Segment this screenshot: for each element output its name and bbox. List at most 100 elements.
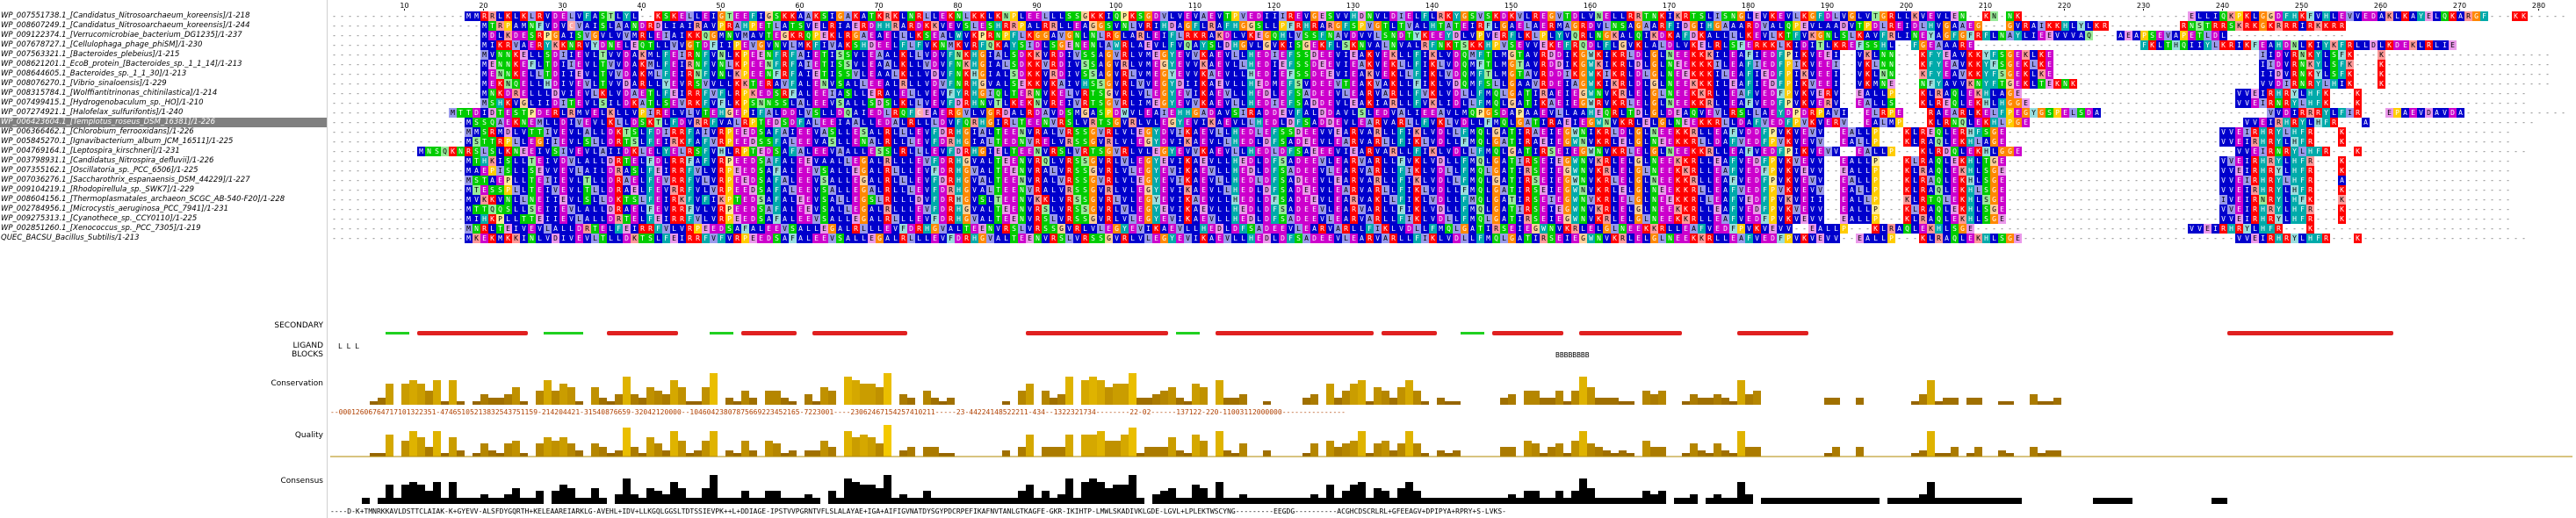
residue[interactable]: Y <box>2298 118 2306 127</box>
residue[interactable]: - <box>2190 90 2194 97</box>
residue[interactable]: V <box>1042 89 1050 98</box>
residue[interactable]: - <box>2363 90 2368 97</box>
residue[interactable]: D <box>1263 166 1271 176</box>
residue[interactable]: D <box>1437 166 1445 176</box>
residue[interactable]: - <box>2182 109 2186 117</box>
residue[interactable]: R <box>2283 89 2291 98</box>
residue[interactable]: V <box>1168 176 1176 185</box>
residue[interactable]: - <box>387 109 392 117</box>
residue[interactable]: K <box>1026 50 1034 60</box>
residue[interactable]: K <box>2038 60 2046 69</box>
residue[interactable]: D <box>1247 166 1255 176</box>
residue[interactable]: - <box>372 138 376 146</box>
residue[interactable]: D <box>1437 137 1445 147</box>
residue[interactable]: R <box>1935 89 1943 98</box>
residue[interactable]: I <box>1563 147 1571 156</box>
residue[interactable]: V <box>710 156 718 166</box>
residue[interactable]: K <box>1966 79 1974 89</box>
residue[interactable]: E <box>1682 89 1690 98</box>
residue[interactable]: K <box>1611 147 1619 156</box>
residue[interactable]: F <box>789 79 797 89</box>
residue[interactable]: T <box>1453 40 1461 50</box>
residue[interactable]: V <box>559 21 567 31</box>
residue[interactable]: N <box>496 69 504 79</box>
residue[interactable]: - <box>364 70 368 78</box>
residue[interactable]: L <box>591 127 599 137</box>
residue[interactable]: K <box>2235 21 2243 31</box>
residue[interactable]: E <box>757 69 765 79</box>
residue[interactable]: I <box>1287 40 1295 50</box>
residue[interactable]: - <box>2055 41 2060 49</box>
residue[interactable]: - <box>2190 157 2194 165</box>
residue[interactable]: - <box>2111 22 2115 30</box>
residue[interactable]: - <box>2190 119 2194 126</box>
residue[interactable]: - <box>443 128 447 136</box>
residue[interactable]: R <box>1374 166 1382 176</box>
residue[interactable]: R <box>1326 21 1334 31</box>
residue[interactable]: - <box>2134 109 2139 117</box>
residue[interactable]: - <box>1921 119 1925 126</box>
residue[interactable]: V <box>1223 89 1231 98</box>
residue[interactable]: L <box>1468 98 1476 108</box>
residue[interactable]: F <box>1729 176 1737 185</box>
residue[interactable]: F <box>1816 11 1824 21</box>
residue[interactable]: - <box>2474 99 2479 107</box>
residue[interactable]: - <box>2063 128 2067 136</box>
residue[interactable]: S <box>639 118 646 127</box>
residue[interactable]: S <box>504 156 512 166</box>
residue[interactable]: E <box>536 166 544 176</box>
residue[interactable]: K <box>639 50 646 60</box>
residue[interactable]: H <box>955 176 963 185</box>
residue[interactable]: T <box>1516 69 1524 79</box>
residue[interactable]: E <box>1674 69 1682 79</box>
residue[interactable]: - <box>1881 167 1886 175</box>
residue[interactable]: T <box>544 60 552 69</box>
residue[interactable]: K <box>2322 98 2330 108</box>
residue[interactable]: A <box>1208 147 1216 156</box>
residue[interactable]: - <box>474 51 479 59</box>
residue[interactable]: E <box>812 21 820 31</box>
residue[interactable]: - <box>2300 32 2305 40</box>
residue[interactable]: V <box>1445 50 1453 60</box>
residue[interactable]: E <box>1302 166 1310 176</box>
residue[interactable]: K <box>1864 69 1872 79</box>
residue[interactable]: - <box>348 119 352 126</box>
residue[interactable]: R <box>2291 21 2298 31</box>
residue[interactable]: G <box>1144 166 1152 176</box>
residue[interactable]: - <box>2229 119 2233 126</box>
residue[interactable]: R <box>2267 127 2275 137</box>
residue[interactable]: - <box>1913 51 1917 59</box>
residue[interactable]: V <box>1208 137 1216 147</box>
residue[interactable]: - <box>356 80 360 88</box>
residue[interactable]: L <box>1326 166 1334 176</box>
residue[interactable]: E <box>1318 89 1326 98</box>
residue[interactable]: L <box>520 176 528 185</box>
residue[interactable]: V <box>544 21 552 31</box>
residue[interactable]: E <box>575 147 583 156</box>
residue[interactable]: G <box>1998 147 2006 156</box>
residue[interactable]: K <box>1927 118 1935 127</box>
residue[interactable]: G <box>963 156 971 166</box>
residue[interactable]: - <box>2039 138 2044 146</box>
residue[interactable]: - <box>2079 167 2083 175</box>
residue[interactable]: E <box>1800 127 1808 137</box>
residue[interactable]: I <box>1192 89 1200 98</box>
residue[interactable]: A <box>1152 108 1160 118</box>
residue[interactable]: K <box>488 156 496 166</box>
residue[interactable]: - <box>1897 157 1901 165</box>
residue[interactable]: - <box>2103 90 2107 97</box>
residue[interactable]: E <box>741 166 749 176</box>
residue[interactable]: - <box>1834 157 1838 165</box>
residue[interactable]: - <box>458 51 463 59</box>
residue[interactable]: - <box>2087 80 2091 88</box>
residue[interactable]: - <box>443 22 447 30</box>
residue[interactable]: - <box>332 41 336 49</box>
residue[interactable]: L <box>1634 118 1642 127</box>
residue[interactable]: F <box>1287 60 1295 69</box>
residue[interactable]: - <box>2466 70 2471 78</box>
residue[interactable]: H <box>1231 21 1239 31</box>
residue[interactable]: L <box>1255 166 1263 176</box>
residue[interactable]: - <box>2324 32 2328 40</box>
residue[interactable]: L <box>599 166 607 176</box>
residue[interactable]: R <box>2212 21 2219 31</box>
